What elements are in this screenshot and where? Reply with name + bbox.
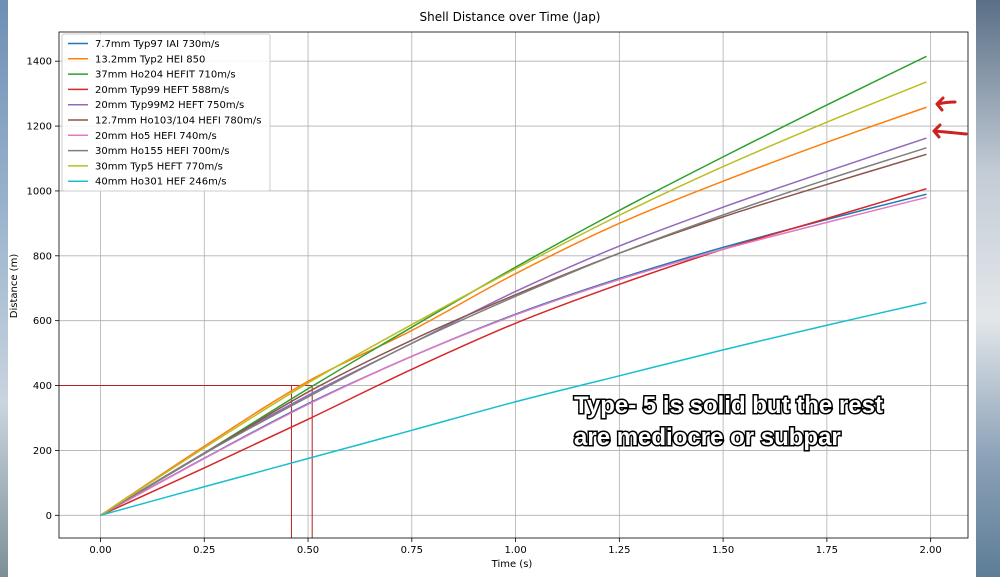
x-tick-label: 1.25	[608, 545, 630, 556]
y-tick-label: 800	[33, 251, 52, 262]
series-line-7	[100, 147, 927, 516]
x-tick-label: 2.00	[920, 545, 942, 556]
legend-box	[61, 33, 271, 192]
series-line-5	[100, 153, 927, 516]
legend-label-3: 20mm Typ99 HEFT 588m/s	[95, 85, 229, 96]
legend-label-8: 30mm Typ5 HEFT 770m/s	[95, 161, 223, 172]
annotation-line-2: are mediocre or subpar	[574, 424, 841, 451]
series-line-3	[100, 187, 927, 516]
series-line-6	[100, 196, 927, 516]
x-tick-label: 1.00	[504, 545, 526, 556]
y-tick-label: 1000	[27, 186, 52, 197]
legend-label-2: 37mm Ho204 HEFIT 710m/s	[95, 70, 236, 81]
x-tick-label: 0.25	[193, 545, 215, 556]
series-line-2	[100, 55, 927, 516]
y-tick-label: 400	[33, 381, 52, 392]
legend: 7.7mm Typ97 IAI 730m/s 13.2mm Typ2 HEI 85…	[61, 33, 271, 192]
legend-label-9: 40mm Ho301 HEF 246m/s	[95, 177, 226, 188]
desktop-background-right	[976, 0, 1000, 577]
legend-label-0: 7.7mm Typ97 IAI 730m/s	[95, 39, 220, 50]
arrow-typ2	[935, 96, 957, 112]
series-line-9	[100, 301, 927, 517]
y-tick-label: 1200	[27, 122, 52, 133]
figure-canvas: Shell Distance over Time (Jap) 0.00 0.25 0…	[8, 4, 976, 577]
desktop-background-left	[0, 0, 8, 577]
legend-label-5: 12.7mm Ho103/104 HEFI 780m/s	[95, 116, 261, 127]
y-tick-label: 200	[33, 446, 52, 457]
legend-label-6: 20mm Ho5 HEFI 740m/s	[95, 131, 217, 142]
x-tick-label: 0.50	[297, 545, 319, 556]
series-line-8	[100, 81, 927, 516]
y-axis-label: Distance (m)	[9, 254, 20, 319]
y-axis-ticks: 0 200 400 600 800 1000 1200 1400	[27, 57, 59, 522]
y-tick-label: 1400	[27, 57, 52, 68]
arrow-typ99m2	[932, 123, 968, 139]
series-lines	[100, 55, 927, 517]
chart-title: Shell Distance over Time (Jap)	[419, 10, 600, 24]
chart-svg: Shell Distance over Time (Jap) 0.00 0.25 0…	[9, 10, 969, 570]
x-tick-label: 1.75	[816, 545, 838, 556]
annotation: Type- 5 is solid but the rest are medioc…	[573, 391, 885, 453]
x-tick-label: 1.50	[712, 545, 734, 556]
x-axis-ticks: 0.00 0.25 0.50 0.75 1.00 1.25 1.50 1.75 2.00	[89, 538, 942, 556]
x-tick-label: 0.00	[89, 545, 111, 556]
y-tick-label: 600	[33, 316, 52, 327]
annotation-line-1: Type- 5 is solid but the rest	[574, 392, 883, 419]
legend-label-4: 20mm Typ99M2 HEFT 750m/s	[95, 100, 244, 111]
x-tick-label: 0.75	[401, 545, 423, 556]
x-axis-label: Time (s)	[491, 559, 533, 570]
y-tick-label: 0	[46, 511, 52, 522]
hand-drawn-arrows	[932, 96, 968, 139]
plot-frame	[58, 31, 969, 539]
legend-label-1: 13.2mm Typ2 HEI 850	[95, 54, 205, 65]
series-line-0	[100, 193, 927, 516]
reference-lines	[59, 385, 313, 538]
series-line-1	[100, 106, 927, 516]
legend-label-7: 30mm Ho155 HEFI 700m/s	[95, 146, 229, 157]
